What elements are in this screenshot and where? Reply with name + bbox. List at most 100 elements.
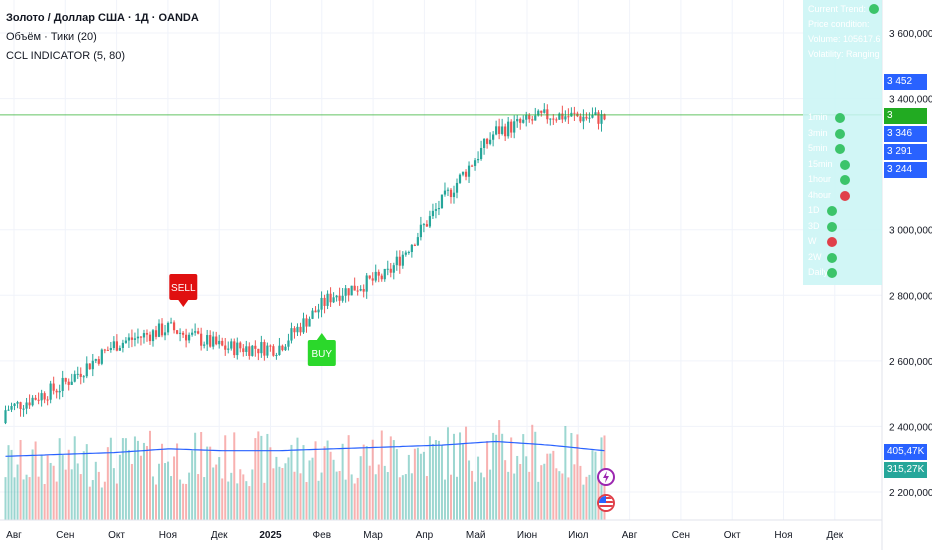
candle-body xyxy=(172,322,176,331)
volume-bar xyxy=(555,468,558,520)
candle-body xyxy=(166,322,170,333)
price-axis[interactable]: 3 600,000 3 400,000 3 000,000 2 800,000 2 60… xyxy=(881,0,932,550)
candle-body xyxy=(236,342,239,356)
volume-bar xyxy=(317,480,320,520)
volume-bar xyxy=(287,457,290,520)
candle-body xyxy=(425,224,429,227)
volume-bar xyxy=(564,426,567,520)
candle-body xyxy=(573,112,576,114)
time-axis[interactable]: Авг Сен Окт Ноя Дек 2025 Фев Мар Апр Май Июн Июл Авг… xyxy=(0,519,882,541)
volume-bar xyxy=(329,451,332,520)
price-tick-label: 2 400,000 xyxy=(889,422,932,433)
candle-body xyxy=(356,290,359,292)
candle-body xyxy=(175,330,179,334)
candle-body xyxy=(160,323,164,336)
volume-bar xyxy=(103,481,106,520)
timeframe-status-dot xyxy=(835,144,845,154)
volume-bar xyxy=(314,441,317,520)
candle-body xyxy=(389,268,392,273)
volume-bar xyxy=(206,446,209,520)
us-flag-icon[interactable] xyxy=(597,494,615,512)
timeframe-status-dot xyxy=(835,128,845,139)
candle-body xyxy=(163,332,167,336)
volume-bar xyxy=(73,436,76,520)
panel-timeframe-label: Daily xyxy=(808,267,829,277)
volume-bar xyxy=(194,432,197,520)
candle-body xyxy=(404,252,407,255)
volume-bar xyxy=(386,472,389,520)
timeframe-status-dot xyxy=(835,113,845,123)
panel-timeframe-label: 1D xyxy=(808,205,820,215)
volume-bar xyxy=(245,481,248,520)
candle-body xyxy=(112,341,115,349)
candlesticks xyxy=(4,103,606,425)
volume-legend[interactable]: Объём · Тики (20) xyxy=(6,31,97,43)
buy-signal[interactable]: BUY xyxy=(307,333,336,366)
candle-body xyxy=(260,342,263,354)
candle-body xyxy=(154,330,158,337)
volume-bar xyxy=(416,447,419,520)
candle-body xyxy=(516,119,519,122)
volume-bar xyxy=(407,454,410,520)
candle-body xyxy=(145,333,149,335)
candle-body xyxy=(513,121,516,133)
timeframe-status-dot xyxy=(827,252,837,263)
volume-bar xyxy=(341,443,344,520)
volume-bar xyxy=(25,474,28,520)
volume-bar xyxy=(588,474,591,520)
panel-timeframe-label: 1hour xyxy=(808,174,832,184)
volume-bar xyxy=(486,441,489,520)
volume-bar xyxy=(398,477,401,520)
volume-bar xyxy=(296,437,299,520)
candle-body xyxy=(317,309,320,313)
volume-bar xyxy=(377,464,380,520)
volume-bar xyxy=(260,435,263,520)
candle-body xyxy=(79,373,82,377)
candle-body xyxy=(4,410,7,424)
candle-body xyxy=(543,109,546,113)
candle-body xyxy=(344,288,347,296)
volume-bar xyxy=(540,465,543,520)
volume-bar xyxy=(326,440,329,520)
time-tick-label: Дек xyxy=(826,530,843,541)
volume-bar xyxy=(468,460,471,520)
trend-status-dot xyxy=(869,4,879,14)
lightning-icon[interactable] xyxy=(597,468,615,486)
volume-bar xyxy=(392,440,395,520)
symbol-legend[interactable]: Золото / Доллар США · 1Д · OANDA xyxy=(6,12,199,24)
sell-signal[interactable]: SELL xyxy=(169,274,198,307)
candle-body xyxy=(40,393,43,401)
volume-bar xyxy=(127,449,130,520)
volume-bar xyxy=(362,444,365,520)
volume-bar xyxy=(272,468,275,520)
panel-timeframe-label: 4hour xyxy=(808,189,832,200)
candle-body xyxy=(479,147,483,160)
volume-bar xyxy=(266,433,269,520)
volume-bar xyxy=(31,449,34,520)
volume-bar xyxy=(257,431,260,520)
volume-bar xyxy=(94,461,97,520)
volume-bar xyxy=(594,451,597,520)
volume-bar xyxy=(82,451,85,520)
candle-body xyxy=(440,194,444,209)
volume-bar xyxy=(185,483,188,520)
indicator-legend[interactable]: CCL INDICATOR (5, 80) xyxy=(6,50,125,62)
signal-label: SELL xyxy=(171,283,196,294)
volume-bar xyxy=(55,481,58,520)
volume-bar xyxy=(561,473,564,520)
time-tick-label: Окт xyxy=(724,530,741,541)
volume-bar xyxy=(507,471,510,520)
volume-bar xyxy=(121,438,124,520)
candle-body xyxy=(455,182,459,193)
candle-body xyxy=(118,347,121,351)
candle-body xyxy=(269,345,272,347)
volume-bar xyxy=(130,463,133,520)
volume-bar xyxy=(37,476,40,520)
volume-bar xyxy=(251,469,254,520)
candle-body xyxy=(332,297,335,303)
panel-timeframe-label: 1min xyxy=(808,112,828,122)
volume-bar xyxy=(49,462,52,520)
volume-bar xyxy=(519,463,522,520)
volume-bar xyxy=(106,447,109,520)
